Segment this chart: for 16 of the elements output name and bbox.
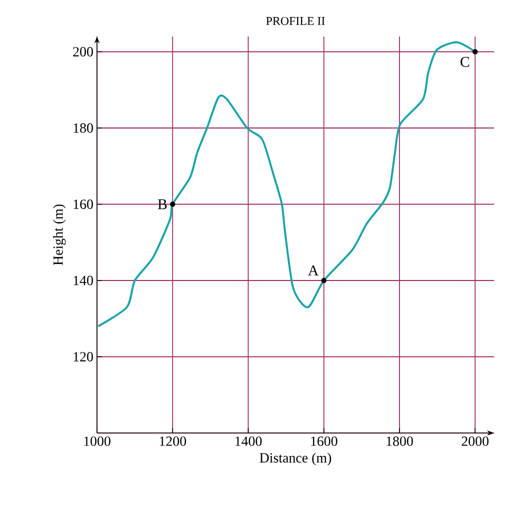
annotation: A <box>308 265 319 276</box>
x-tick-label: 1200 <box>160 436 186 446</box>
y-tick-label: 140 <box>74 276 93 286</box>
annotation: C <box>460 56 470 67</box>
y-axis-title: Height (m) <box>53 204 66 266</box>
y-tick-label: 180 <box>74 123 93 133</box>
x-axis-title: Distance (m) <box>260 452 332 466</box>
x-tick-label: 1800 <box>386 436 413 446</box>
x-tick-label: 1600 <box>311 436 338 446</box>
y-tick-label: 200 <box>73 47 93 56</box>
y-tick-label: 160 <box>74 200 93 209</box>
x-tick-label: 1000 <box>84 436 110 446</box>
y-tick-label: 120 <box>74 352 93 362</box>
x-tick-label: 1400 <box>236 436 262 446</box>
chart-title: PROFILE II <box>266 16 325 25</box>
x-tick-label: 2000 <box>462 436 489 446</box>
